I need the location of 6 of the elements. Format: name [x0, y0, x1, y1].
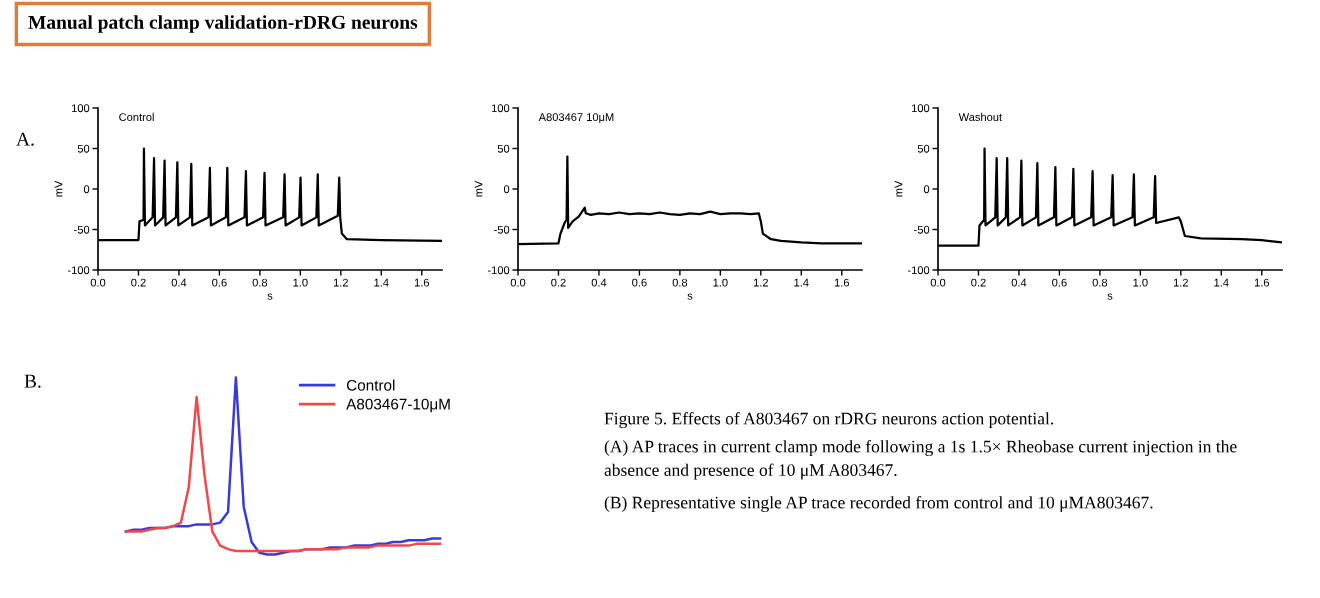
text: Manual patch clamp validation-rDRG neurons	[28, 15, 418, 33]
text: (A) AP traces in current clamp mode following a 1s 1.5× Rheobase current injection in the absence and presence of 10 μM A803467.	[604, 440, 1237, 480]
text: (B) Representative single AP trace recorded from control and 10 μMA803467.	[604, 496, 1153, 513]
text: A.	[16, 132, 34, 146]
caption: Figure 5. Effects of A803467 on rDRG neurons action potential.	[604, 412, 1054, 429]
text: B.	[24, 374, 41, 388]
